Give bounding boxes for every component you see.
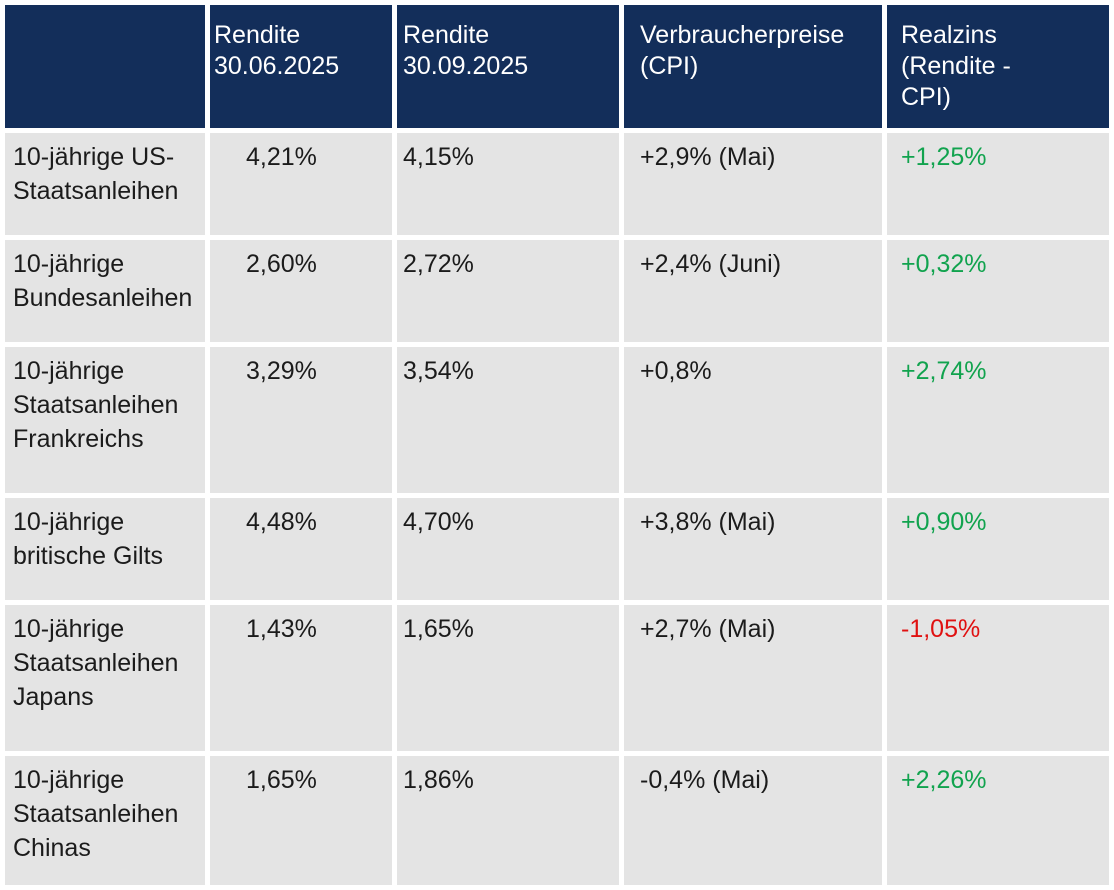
header-cell-empty bbox=[5, 5, 205, 128]
cpi-cell: +3,8% (Mai) bbox=[624, 498, 882, 600]
realzins-cell: +2,26% bbox=[887, 756, 1109, 885]
realzins-cell: +1,25% bbox=[887, 133, 1109, 235]
table-row-gilts: 10-jährige britische Gilts 4,48% 4,70% +… bbox=[5, 498, 1109, 600]
bond-label-cell: 10-jährige Staatsanleihen Frankreichs bbox=[5, 347, 205, 493]
header-cell-verbraucherpreise: Verbraucherpreise (CPI) bbox=[624, 5, 882, 128]
rendite-30-06-cell: 2,60% bbox=[210, 240, 392, 342]
rendite-30-06-cell: 4,48% bbox=[210, 498, 392, 600]
table-row-us: 10-jährige US-Staatsanleihen 4,21% 4,15%… bbox=[5, 133, 1109, 235]
header-row: Rendite 30.06.2025 Rendite 30.09.2025 Ve… bbox=[5, 5, 1109, 128]
header-cell-rendite-30-09: Rendite 30.09.2025 bbox=[397, 5, 619, 128]
rendite-30-06-cell: 4,21% bbox=[210, 133, 392, 235]
table-row-japan: 10-jährige Staatsanleihen Japans 1,43% 1… bbox=[5, 605, 1109, 751]
rendite-30-09-cell: 1,65% bbox=[397, 605, 619, 751]
rendite-30-06-cell: 1,43% bbox=[210, 605, 392, 751]
table-row-bund: 10-jährige Bundesanleihen 2,60% 2,72% +2… bbox=[5, 240, 1109, 342]
header-cell-realzins: Realzins (Rendite - CPI) bbox=[887, 5, 1109, 128]
bond-label-cell: 10-jährige Staatsanleihen Chinas bbox=[5, 756, 205, 885]
rendite-30-09-cell: 2,72% bbox=[397, 240, 619, 342]
bond-label-cell: 10-jährige US-Staatsanleihen bbox=[5, 133, 205, 235]
cpi-cell: +2,4% (Juni) bbox=[624, 240, 882, 342]
bond-label-cell: 10-jährige Staatsanleihen Japans bbox=[5, 605, 205, 751]
realzins-cell: +0,32% bbox=[887, 240, 1109, 342]
realzins-cell: -1,05% bbox=[887, 605, 1109, 751]
realzins-cell: +2,74% bbox=[887, 347, 1109, 493]
rendite-30-09-cell: 4,15% bbox=[397, 133, 619, 235]
bond-label-cell: 10-jährige britische Gilts bbox=[5, 498, 205, 600]
cpi-cell: +2,7% (Mai) bbox=[624, 605, 882, 751]
rendite-30-09-cell: 4,70% bbox=[397, 498, 619, 600]
rendite-30-06-cell: 1,65% bbox=[210, 756, 392, 885]
rendite-30-09-cell: 3,54% bbox=[397, 347, 619, 493]
header-cell-rendite-30-06: Rendite 30.06.2025 bbox=[210, 5, 392, 128]
table-row-frankreich: 10-jährige Staatsanleihen Frankreichs 3,… bbox=[5, 347, 1109, 493]
cpi-cell: -0,4% (Mai) bbox=[624, 756, 882, 885]
rendite-30-09-cell: 1,86% bbox=[397, 756, 619, 885]
bond-label-cell: 10-jährige Bundesanleihen bbox=[5, 240, 205, 342]
cpi-cell: +2,9% (Mai) bbox=[624, 133, 882, 235]
realzins-cell: +0,90% bbox=[887, 498, 1109, 600]
rendite-30-06-cell: 3,29% bbox=[210, 347, 392, 493]
table-row-china: 10-jährige Staatsanleihen Chinas 1,65% 1… bbox=[5, 756, 1109, 885]
cpi-cell: +0,8% bbox=[624, 347, 882, 493]
